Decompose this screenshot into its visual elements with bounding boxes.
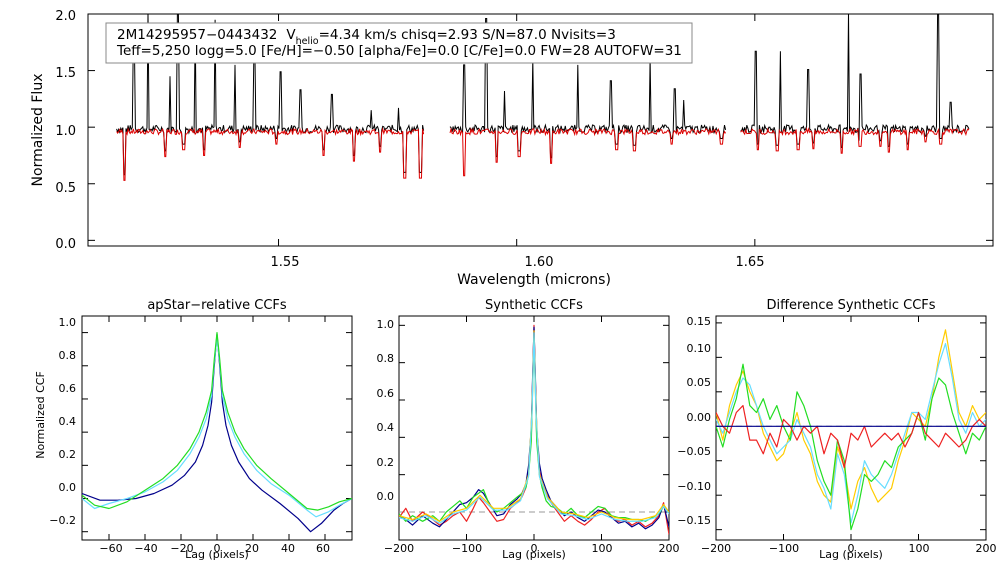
synthetic-xtick-m200: −200 xyxy=(384,542,414,555)
spectrum-frame xyxy=(87,13,994,247)
spectrum-ytick-1-0: 1.0 xyxy=(55,124,76,139)
apstar-ylabel: Normalized CCF xyxy=(34,371,47,459)
difference-xtick-m200: −200 xyxy=(701,542,731,555)
difference-series xyxy=(716,329,986,531)
apstar-xtick-60: 60 xyxy=(316,542,330,555)
spectrum-xtick-1-55: 1.55 xyxy=(271,255,300,270)
synthetic-xtick-200: 200 xyxy=(659,542,680,555)
spectrum-ytick-1-5: 1.5 xyxy=(55,66,76,81)
apstar-xtick-0: 0 xyxy=(214,542,221,555)
infobox-frame xyxy=(105,22,693,64)
difference-ccf-panel: Difference Synthetic CCFs Lag (pixels) −… xyxy=(677,298,996,561)
apstar-title: apStar−relative CCFs xyxy=(147,298,287,313)
infobox-star: 2M14295957−0443432 xyxy=(117,27,277,43)
synthetic-xtick-0: 0 xyxy=(531,542,538,555)
apstar-ytick-0-2: 0.2 xyxy=(59,448,77,461)
spectrum-infobox: 2M14295957−0443432 Vhelio=4.34 km/s chisq… xyxy=(105,22,693,64)
synthetic-ccf-panel: Synthetic CCFs Lag (pixels) −200 −100 0 … xyxy=(377,298,680,561)
apstar-ytick-1-0: 1.0 xyxy=(59,316,77,329)
synthetic-xtick-m100: −100 xyxy=(452,542,482,555)
synthetic-series-cyan xyxy=(399,332,669,524)
difference-series-yellow xyxy=(716,329,986,510)
infobox-line-2: Teff=5,250 logg=5.0 [Fe/H]=−0.50 [alpha/… xyxy=(116,43,682,59)
synthetic-title: Synthetic CCFs xyxy=(485,298,583,313)
synthetic-ytick-0-6: 0.6 xyxy=(377,387,395,400)
apstar-ytick-0-0: 0.0 xyxy=(59,481,77,494)
apstar-ytick-0-4: 0.4 xyxy=(59,415,77,428)
apstar-xtick-m60: −60 xyxy=(99,542,122,555)
difference-xtick-200: 200 xyxy=(976,542,997,555)
infobox-line-1: 2M14295957−0443432 Vhelio=4.34 km/s chisq… xyxy=(117,27,616,47)
synthetic-series xyxy=(399,324,669,535)
apstar-xtick-40: 40 xyxy=(281,542,295,555)
synthetic-ytick-0-0: 0.0 xyxy=(377,490,395,503)
apstar-ccf-panel: apStar−relative CCFs Lag (pixels) Normal… xyxy=(34,298,353,561)
apstar-xtick-m40: −40 xyxy=(134,542,157,555)
spectrum-ytick-0-0: 0.0 xyxy=(55,237,76,252)
apstar-ytick-m0-2: −0.2 xyxy=(49,514,76,527)
difference-plot-area xyxy=(716,329,986,531)
spectrum-xtick-1-60: 1.60 xyxy=(525,255,554,270)
spectrum-ylabel: Normalized Flux xyxy=(30,74,46,187)
spectrum-series xyxy=(116,14,970,181)
apstar-xtick-m20: −20 xyxy=(170,542,193,555)
apstar-series-green xyxy=(82,332,352,511)
infobox-vhelio-values: =4.34 km/s chisq=2.93 S/N=87.0 Nvisits=3 xyxy=(319,27,616,43)
spectrum-ticks xyxy=(88,13,993,246)
spectrum-ytick-2-0: 2.0 xyxy=(55,9,76,24)
difference-ytick-m0-05: −0.05 xyxy=(677,445,711,458)
synthetic-ytick-0-8: 0.8 xyxy=(377,352,395,365)
difference-ytick-0-05: 0.05 xyxy=(687,376,712,389)
difference-xlabel: Lag (pixels) xyxy=(819,548,883,561)
synthetic-ytick-1-0: 1.0 xyxy=(377,318,395,331)
apstar-xlabel: Lag (pixels) xyxy=(185,548,249,561)
spectrum-observed-chip-1 xyxy=(116,14,425,176)
synthetic-ytick-0-2: 0.2 xyxy=(377,456,395,469)
difference-series-red xyxy=(716,405,986,469)
synthetic-plot-area xyxy=(399,324,669,535)
apstar-plot-area xyxy=(82,332,352,533)
spectrum-xtick-1-65: 1.65 xyxy=(736,255,765,270)
difference-ytick-0-00: 0.00 xyxy=(687,411,712,424)
difference-series-cyan xyxy=(716,343,986,524)
difference-title: Difference Synthetic CCFs xyxy=(766,298,935,313)
spectrum-xlabel: Wavelength (microns) xyxy=(457,272,611,288)
infobox-vhelio-subscript: helio xyxy=(296,36,319,47)
spectrum-plot-area xyxy=(116,14,970,181)
spectrum-panel: 1.55 1.60 1.65 0.0 0.5 1.0 1.5 2.0 Wavel… xyxy=(30,9,994,288)
spectrum-model-chip-1 xyxy=(116,127,425,181)
difference-xtick-m100: −100 xyxy=(769,542,799,555)
apstar-ytick-0-6: 0.6 xyxy=(59,382,77,395)
difference-ytick-0-15: 0.15 xyxy=(687,315,712,328)
difference-ytick-m0-10: −0.10 xyxy=(677,480,711,493)
apstar-ytick-0-8: 0.8 xyxy=(59,349,77,362)
apstar-series xyxy=(82,332,352,533)
synthetic-xtick-100: 100 xyxy=(592,542,613,555)
spectrum-model-chip-2 xyxy=(449,127,727,177)
spectrum-model-chip-3 xyxy=(740,127,970,154)
difference-xtick-100: 100 xyxy=(909,542,930,555)
synthetic-xlabel: Lag (pixels) xyxy=(502,548,566,561)
difference-ytick-0-10: 0.10 xyxy=(687,342,712,355)
difference-ytick-m0-15: −0.15 xyxy=(677,514,711,527)
difference-series-green xyxy=(716,363,986,531)
difference-xtick-0: 0 xyxy=(848,542,855,555)
spectrum-ytick-0-5: 0.5 xyxy=(55,181,76,196)
infobox-vhelio-symbol: V xyxy=(286,27,296,43)
apstar-xtick-20: 20 xyxy=(245,542,259,555)
synthetic-ytick-0-4: 0.4 xyxy=(377,421,395,434)
